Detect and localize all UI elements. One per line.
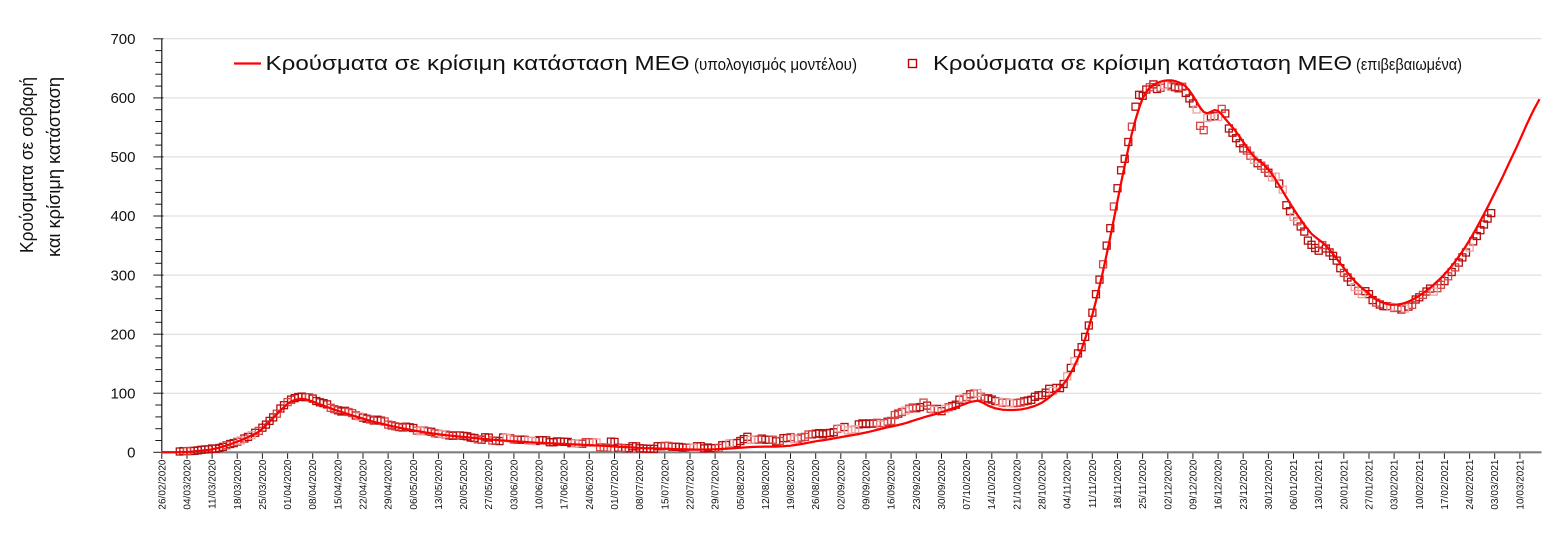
svg-text:04/11/2020: 04/11/2020: [1063, 459, 1074, 509]
svg-text:21/10/2020: 21/10/2020: [1012, 459, 1023, 509]
svg-text:και κρίσιμη κατάσταση: και κρίσιμη κατάσταση: [44, 77, 64, 257]
svg-text:15/07/2020: 15/07/2020: [660, 459, 671, 509]
svg-text:01/04/2020: 01/04/2020: [283, 459, 294, 509]
svg-text:16/09/2020: 16/09/2020: [887, 459, 898, 509]
svg-text:09/12/2020: 09/12/2020: [1188, 459, 1199, 509]
svg-text:100: 100: [110, 385, 135, 402]
svg-text:10/02/2021: 10/02/2021: [1415, 459, 1426, 509]
svg-text:02/12/2020: 02/12/2020: [1163, 459, 1174, 509]
svg-text:30/09/2020: 30/09/2020: [937, 459, 948, 509]
svg-text:Κρούσματα σε σοβαρή: Κρούσματα σε σοβαρή: [17, 77, 37, 253]
svg-text:13/05/2020: 13/05/2020: [434, 459, 445, 509]
svg-text:Κρούσματα σε κρίσιμη κατάσταση: Κρούσματα σε κρίσιμη κατάσταση ΜΕΘ: [266, 53, 690, 75]
svg-text:Κρούσματα σε κρίσιμη κατάσταση: Κρούσματα σε κρίσιμη κατάσταση ΜΕΘ: [933, 53, 1352, 75]
svg-text:300: 300: [110, 267, 135, 284]
svg-text:22/07/2020: 22/07/2020: [686, 459, 697, 509]
svg-text:29/07/2020: 29/07/2020: [711, 459, 722, 509]
svg-text:25/11/2020: 25/11/2020: [1138, 459, 1149, 509]
svg-text:09/09/2020: 09/09/2020: [862, 459, 873, 509]
svg-text:12/08/2020: 12/08/2020: [761, 459, 772, 509]
svg-text:500: 500: [110, 149, 135, 166]
svg-text:700: 700: [110, 31, 135, 48]
svg-text:10/03/2021: 10/03/2021: [1515, 459, 1526, 509]
svg-text:25/03/2020: 25/03/2020: [258, 459, 269, 509]
svg-text:28/10/2020: 28/10/2020: [1038, 459, 1049, 509]
svg-text:06/01/2021: 06/01/2021: [1289, 459, 1300, 509]
svg-text:27/01/2021: 27/01/2021: [1365, 459, 1376, 509]
svg-text:(επιβεβαιωμένα): (επιβεβαιωμένα): [1356, 55, 1462, 74]
svg-text:26/08/2020: 26/08/2020: [811, 459, 822, 509]
svg-text:19/08/2020: 19/08/2020: [786, 459, 797, 509]
svg-text:11/03/2020: 11/03/2020: [208, 459, 219, 509]
svg-text:17/06/2020: 17/06/2020: [560, 459, 571, 509]
svg-text:13/01/2021: 13/01/2021: [1314, 459, 1325, 509]
svg-text:14/10/2020: 14/10/2020: [987, 459, 998, 509]
svg-text:07/10/2020: 07/10/2020: [962, 459, 973, 509]
svg-text:04/03/2020: 04/03/2020: [183, 459, 194, 509]
svg-text:08/07/2020: 08/07/2020: [635, 459, 646, 509]
svg-text:20/05/2020: 20/05/2020: [459, 459, 470, 509]
svg-text:200: 200: [110, 326, 135, 343]
svg-text:0: 0: [127, 445, 135, 462]
svg-text:23/09/2020: 23/09/2020: [912, 459, 923, 509]
svg-text:05/08/2020: 05/08/2020: [736, 459, 747, 509]
svg-text:01/07/2020: 01/07/2020: [610, 459, 621, 509]
svg-text:30/12/2020: 30/12/2020: [1264, 459, 1275, 509]
svg-text:18/11/2020: 18/11/2020: [1113, 459, 1124, 509]
svg-text:400: 400: [110, 208, 135, 225]
svg-text:11/11/2020: 11/11/2020: [1088, 459, 1099, 508]
svg-text:03/02/2021: 03/02/2021: [1390, 459, 1401, 509]
svg-text:03/03/2021: 03/03/2021: [1490, 459, 1501, 509]
svg-text:(υπολογισμός μοντέλου): (υπολογισμός μοντέλου): [694, 55, 857, 74]
svg-text:18/03/2020: 18/03/2020: [233, 459, 244, 509]
svg-text:20/01/2021: 20/01/2021: [1339, 459, 1350, 509]
svg-text:03/06/2020: 03/06/2020: [509, 459, 520, 509]
svg-text:600: 600: [110, 90, 135, 107]
svg-text:15/04/2020: 15/04/2020: [333, 459, 344, 509]
svg-text:16/12/2020: 16/12/2020: [1214, 459, 1225, 509]
svg-text:29/04/2020: 29/04/2020: [384, 459, 395, 509]
svg-text:02/09/2020: 02/09/2020: [836, 459, 847, 509]
svg-text:08/04/2020: 08/04/2020: [308, 459, 319, 509]
svg-text:24/02/2021: 24/02/2021: [1465, 459, 1476, 509]
svg-text:17/02/2021: 17/02/2021: [1440, 459, 1451, 509]
svg-text:06/05/2020: 06/05/2020: [409, 459, 420, 509]
svg-text:27/05/2020: 27/05/2020: [484, 459, 495, 509]
svg-text:26/02/2020: 26/02/2020: [157, 459, 168, 509]
svg-text:22/04/2020: 22/04/2020: [359, 459, 370, 509]
svg-text:23/12/2020: 23/12/2020: [1239, 459, 1250, 509]
svg-text:24/06/2020: 24/06/2020: [585, 459, 596, 509]
svg-text:10/06/2020: 10/06/2020: [535, 459, 546, 509]
